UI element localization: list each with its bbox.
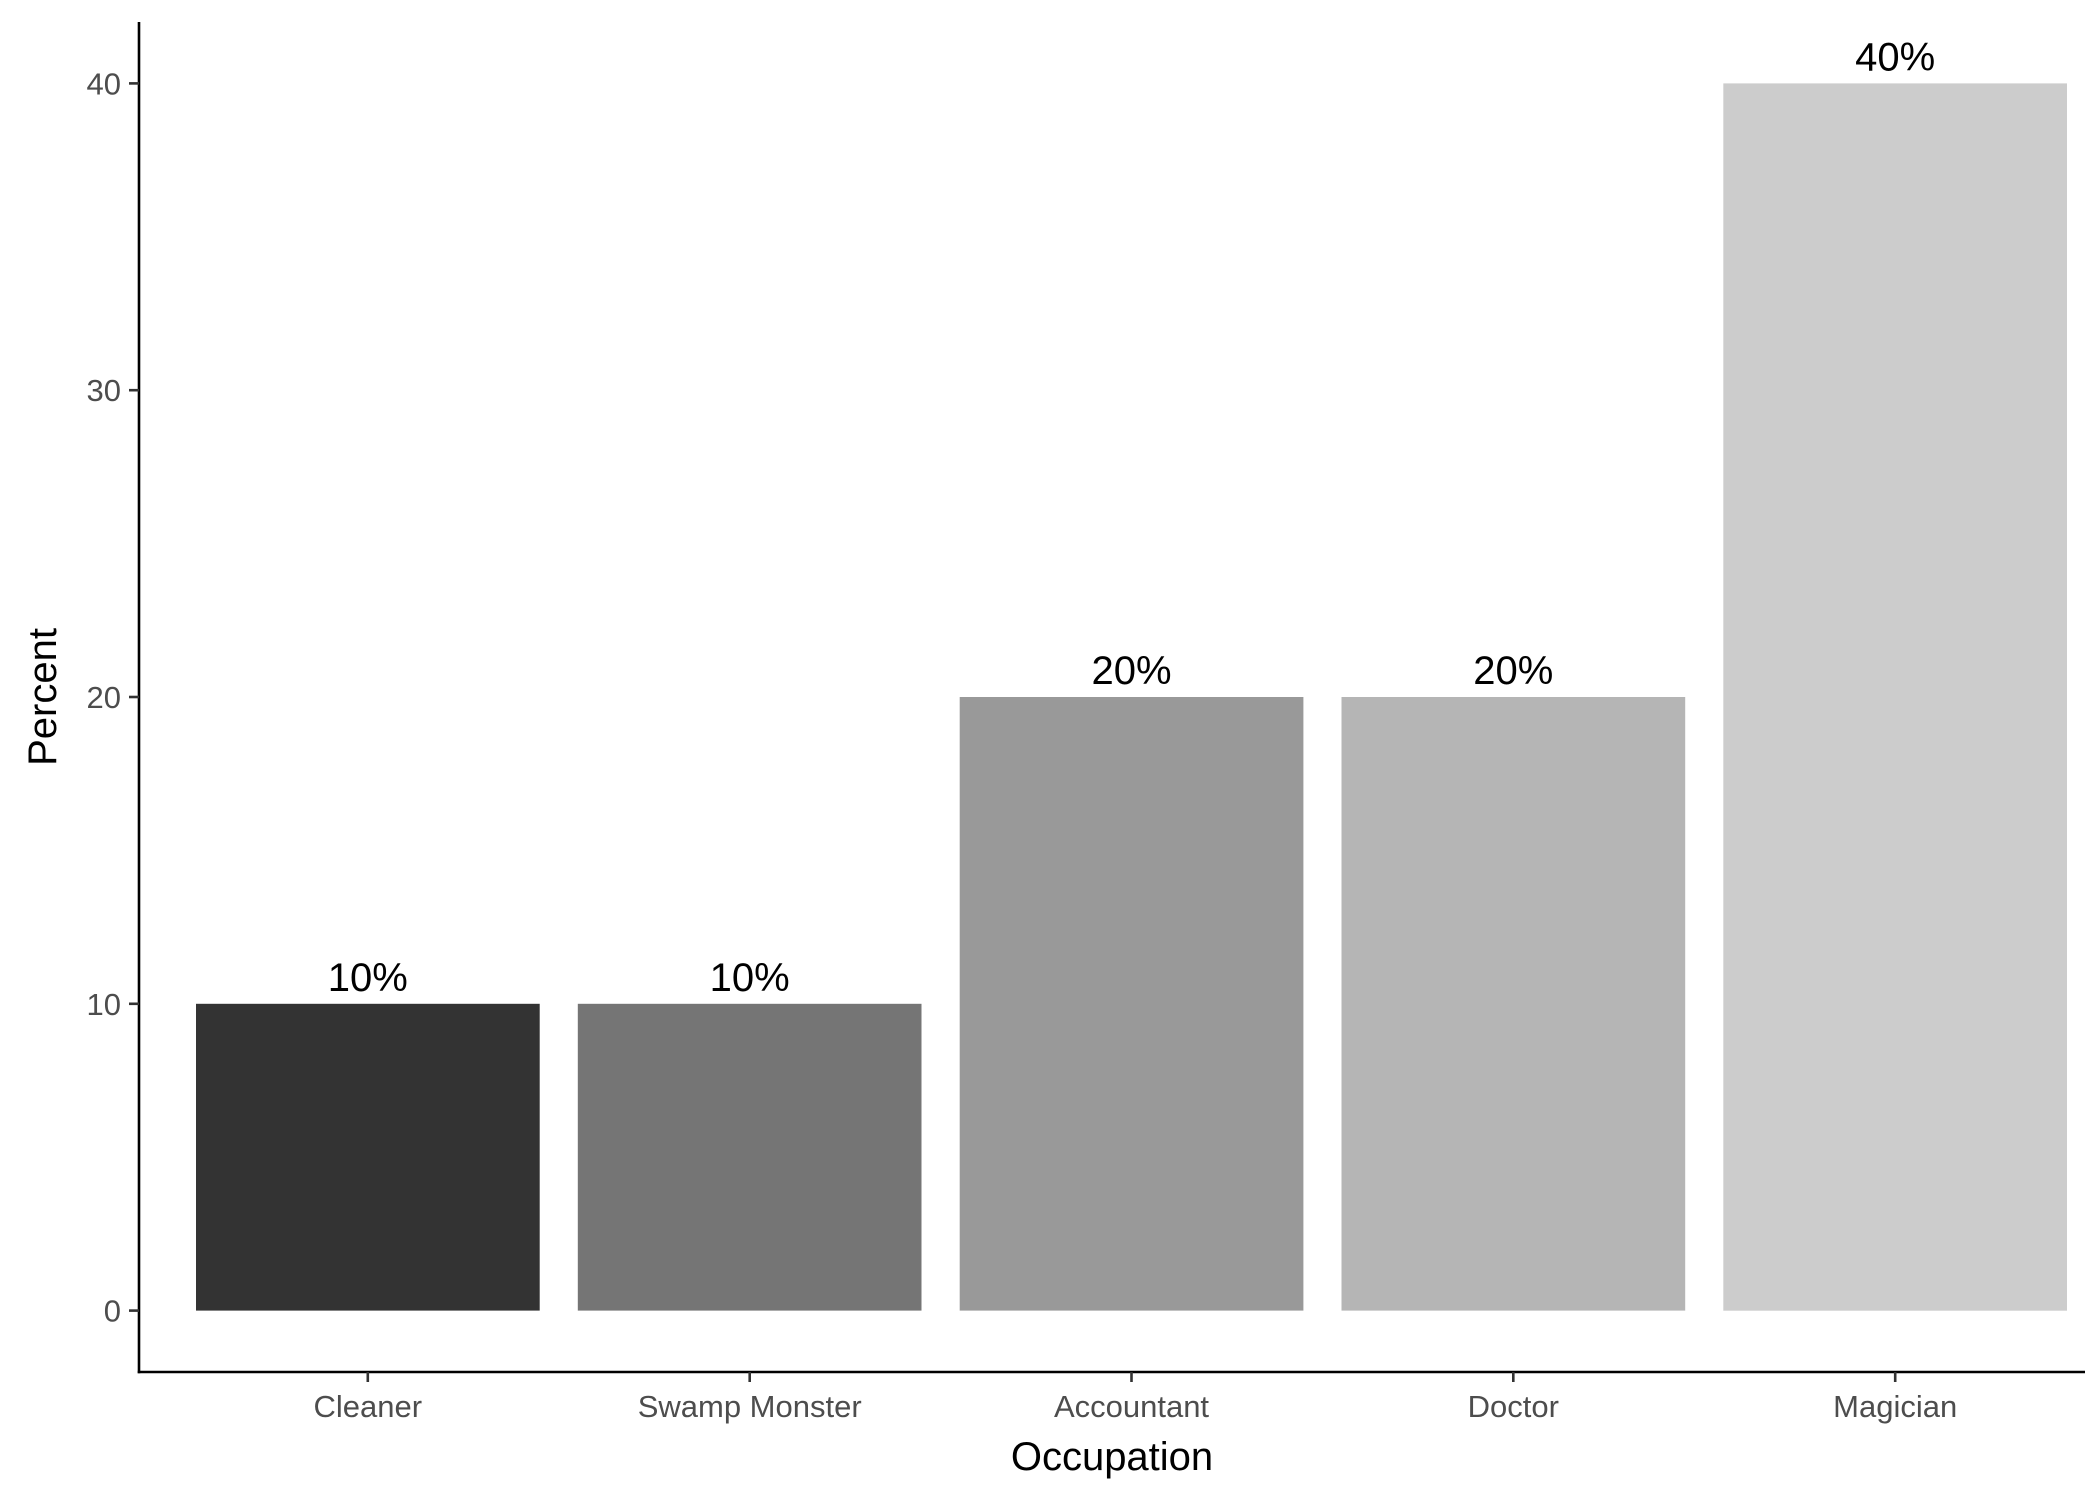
x-tick-label-3: Doctor [1468,1389,1559,1424]
bar-3 [1341,697,1686,1311]
bar-4 [1723,83,2067,1311]
bar-2 [959,697,1304,1311]
bars-group [196,83,2067,1311]
bar-1 [577,1003,922,1311]
x-axis-title: Occupation [1011,1435,1213,1479]
y-axis-title: Percent [21,628,65,766]
x-tick-label-0: Cleaner [314,1389,423,1424]
y-tick-label-4: 40 [87,66,121,101]
x-tick-label-2: Accountant [1054,1389,1209,1424]
data-label-4: 40% [1855,35,1935,79]
y-axis: 0 10 20 30 40 [87,22,141,1374]
data-label-0: 10% [328,956,408,1000]
y-tick-label-3: 30 [87,373,121,408]
x-ticks-group: Cleaner Swamp Monster Accountant Doctor Magi… [314,1372,1957,1424]
y-tick-label-2: 20 [87,680,121,715]
x-axis: Cleaner Swamp Monster Accountant Doctor Magi… [137,1370,2085,1424]
y-tick-label-1: 10 [87,987,121,1022]
bar-0 [196,1003,540,1311]
x-tick-label-1: Swamp Monster [638,1389,862,1424]
x-tick-label-4: Magician [1833,1389,1957,1424]
data-labels-group: 10% 10% 20% 20% 40% [328,35,1935,999]
data-label-2: 20% [1091,649,1171,693]
y-tick-label-0: 0 [104,1294,121,1329]
data-label-1: 10% [710,956,790,1000]
data-label-3: 20% [1473,649,1553,693]
y-ticks-group: 0 10 20 30 40 [87,66,139,1329]
